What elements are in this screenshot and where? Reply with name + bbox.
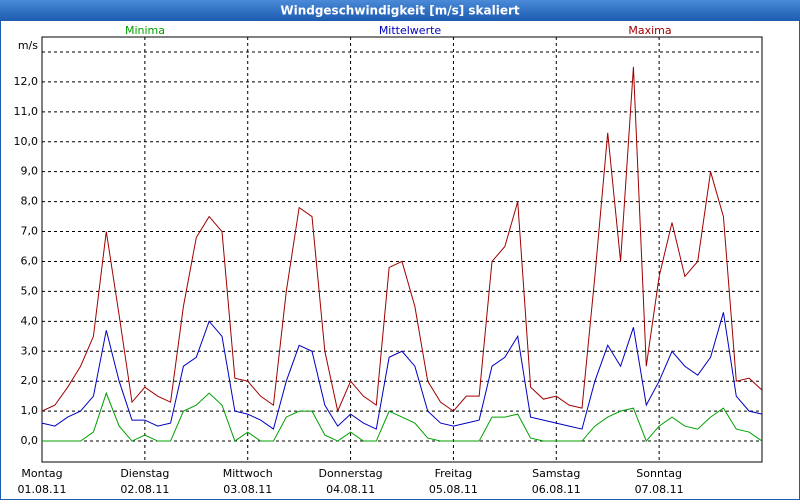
x-tick-date: 05.08.11 <box>429 483 478 496</box>
y-tick-label: 11,0 <box>14 105 39 118</box>
y-tick-label: 5,0 <box>21 284 39 297</box>
x-tick-label: Dienstag <box>120 467 169 480</box>
y-tick-label: 0,0 <box>21 434 39 447</box>
y-unit: m/s <box>18 39 38 52</box>
x-tick-date: 02.08.11 <box>120 483 169 496</box>
y-tick-label: 7,0 <box>21 225 39 238</box>
x-tick-label: Samstag <box>532 467 580 480</box>
x-tick-label: Freitag <box>435 467 473 480</box>
x-tick-date: 03.08.11 <box>223 483 272 496</box>
x-tick-date: 06.08.11 <box>532 483 581 496</box>
legend-label: Mittelwerte <box>379 24 442 37</box>
title-bar <box>0 0 800 21</box>
plot-frame <box>41 36 763 463</box>
legend-label: Maxima <box>628 24 671 37</box>
y-tick-label: 1,0 <box>21 404 39 417</box>
x-tick-label: Donnerstag <box>318 467 382 480</box>
x-tick-label: Sonntag <box>636 467 682 480</box>
window-title: Windgeschwindigkeit [m/s] skaliert <box>280 4 520 18</box>
data-line <box>41 312 763 430</box>
x-tick-label: Mittwoch <box>223 467 273 480</box>
data-line <box>42 391 763 443</box>
y-tick-label: 9,0 <box>21 165 39 178</box>
x-tick-date: 04.08.11 <box>326 483 375 496</box>
x-tick-date: 01.08.11 <box>18 483 67 496</box>
x-tick-date: 07.08.11 <box>635 483 684 496</box>
y-tick-label: 3,0 <box>21 344 39 357</box>
x-tick-label: Montag <box>21 467 62 480</box>
y-tick-label: 10,0 <box>14 135 39 148</box>
y-tick-label: 8,0 <box>21 195 39 208</box>
y-tick-label: 4,0 <box>21 314 39 327</box>
y-tick-label: 2,0 <box>21 374 39 387</box>
data-line <box>41 66 763 413</box>
legend-label: Minima <box>125 24 165 37</box>
y-tick-label: 12,0 <box>14 75 39 88</box>
y-tick-label: 6,0 <box>21 254 39 267</box>
